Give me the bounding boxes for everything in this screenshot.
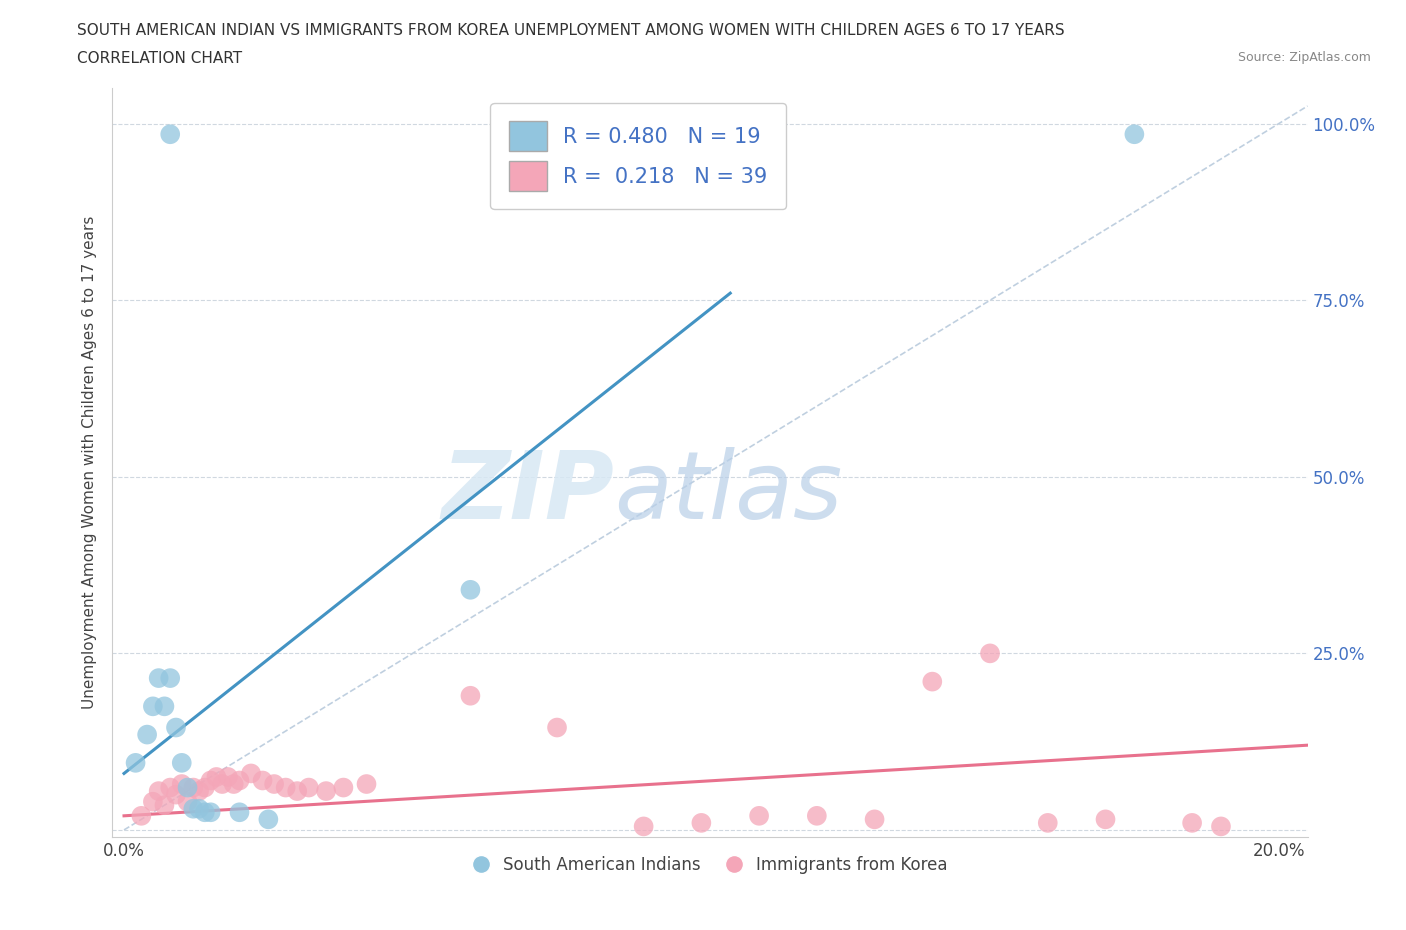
Point (1123, 126, 1146, 141)
Point (194, 780, 217, 795)
Point (690, 816, 713, 830)
Point (153, 798, 176, 813)
Point (806, 808, 828, 823)
Point (159, 671, 181, 685)
Point (748, 808, 770, 823)
Point (1181, 816, 1204, 830)
Point (165, 720, 187, 735)
Point (124, 755, 146, 770)
Point (131, 808, 153, 823)
Point (142, 699, 165, 714)
Point (200, 804, 222, 819)
Point (460, 582, 482, 597)
Point (217, 769, 239, 784)
Point (228, 804, 250, 819)
Point (228, 773, 250, 788)
Point (176, 794, 198, 809)
Text: atlas: atlas (614, 447, 842, 538)
Point (159, 780, 181, 795)
Y-axis label: Unemployment Among Women with Children Ages 6 to 17 years: Unemployment Among Women with Children A… (82, 216, 97, 710)
Legend: South American Indians, Immigrants from Korea: South American Indians, Immigrants from … (467, 850, 953, 881)
Point (298, 780, 321, 795)
Point (274, 780, 297, 795)
Point (211, 777, 233, 791)
Point (979, 646, 1001, 661)
Text: ZIP: ZIP (441, 446, 614, 538)
Text: SOUTH AMERICAN INDIAN VS IMMIGRANTS FROM KOREA UNEMPLOYMENT AMONG WOMEN WITH CHI: SOUTH AMERICAN INDIAN VS IMMIGRANTS FROM… (77, 23, 1064, 38)
Point (240, 766, 263, 781)
Point (315, 784, 337, 799)
Point (136, 727, 159, 742)
Point (188, 802, 211, 817)
Text: CORRELATION CHART: CORRELATION CHART (77, 51, 242, 66)
Point (460, 688, 482, 703)
Text: Source: ZipAtlas.com: Source: ZipAtlas.com (1237, 51, 1371, 64)
Point (285, 784, 308, 799)
Point (170, 777, 193, 791)
Point (263, 777, 285, 791)
Point (1209, 819, 1232, 834)
Point (222, 777, 245, 791)
Point (153, 699, 176, 714)
Point (181, 780, 204, 795)
Point (165, 787, 187, 802)
Point (194, 804, 217, 819)
Point (257, 812, 280, 827)
Point (633, 126, 655, 141)
Point (863, 812, 886, 827)
Point (921, 674, 943, 689)
Point (176, 780, 198, 795)
Point (142, 794, 165, 809)
Point (1094, 812, 1116, 827)
Point (200, 773, 222, 788)
Point (546, 720, 568, 735)
Point (332, 780, 354, 795)
Point (148, 784, 170, 799)
Point (252, 773, 274, 788)
Point (188, 784, 211, 799)
Point (170, 755, 193, 770)
Point (159, 126, 181, 141)
Point (356, 777, 378, 791)
Point (633, 819, 655, 834)
Point (181, 802, 204, 817)
Point (148, 671, 170, 685)
Point (205, 769, 228, 784)
Point (1036, 816, 1059, 830)
